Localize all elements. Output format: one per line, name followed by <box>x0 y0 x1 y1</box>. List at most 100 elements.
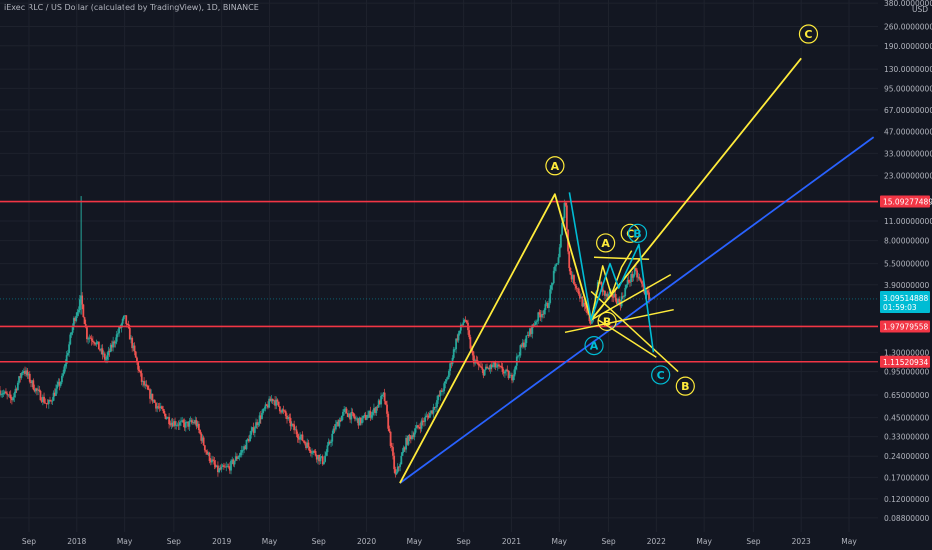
candle-body <box>355 418 357 420</box>
candle-body <box>579 294 581 299</box>
candle-body <box>492 364 494 368</box>
candle-body <box>339 420 342 422</box>
candle-body <box>158 407 161 409</box>
blue-wave-label-text: C <box>657 369 665 382</box>
candle-body <box>371 411 374 415</box>
candle-body <box>489 364 492 370</box>
candle-body <box>125 315 128 325</box>
candle-body <box>436 400 438 407</box>
candle-body <box>244 446 247 450</box>
candle-body <box>508 375 511 379</box>
candle-body <box>137 362 140 370</box>
candle-body <box>7 394 10 396</box>
candle-body <box>163 410 166 414</box>
candle-body <box>563 202 566 218</box>
candle-body <box>630 274 633 282</box>
candle-body <box>277 401 280 407</box>
candle-body <box>358 417 361 426</box>
candle-body <box>278 406 281 412</box>
candle-body <box>102 353 105 355</box>
candle-body <box>44 402 47 404</box>
candle-body <box>194 420 197 424</box>
candle-body <box>25 370 28 374</box>
candle-body <box>265 404 268 406</box>
candle-body <box>250 430 253 435</box>
candle-body <box>255 422 257 429</box>
candle-body <box>165 418 168 420</box>
candle-body <box>225 466 228 468</box>
candle-body <box>575 286 578 289</box>
candle-body <box>136 357 138 363</box>
candle-body <box>537 312 540 321</box>
candle-body <box>113 341 116 344</box>
candle-body <box>19 376 22 378</box>
candle-body <box>526 335 529 336</box>
candle-body <box>557 257 560 264</box>
candle-body <box>645 290 648 296</box>
candle-body <box>576 288 579 290</box>
candle-body <box>499 365 502 367</box>
candle-body <box>323 461 325 465</box>
candle-body <box>363 414 366 416</box>
candle-body <box>498 364 500 366</box>
candle-body <box>513 369 516 377</box>
candle-body <box>16 382 19 391</box>
candle-body <box>500 365 503 367</box>
candle-body <box>109 344 112 352</box>
candle-body <box>286 415 288 420</box>
candle-body <box>274 400 276 406</box>
candle-body <box>599 281 602 284</box>
candle-body <box>620 296 623 307</box>
candle-body <box>357 418 360 426</box>
candle-body <box>405 437 407 450</box>
candle-body <box>11 398 13 401</box>
current-price-text: 3.09514888 <box>883 294 929 303</box>
trend-line <box>399 136 875 484</box>
candle-body <box>330 441 332 443</box>
candle-body <box>134 351 137 358</box>
candle-body <box>383 392 386 402</box>
candle-body <box>258 415 261 424</box>
candle-body <box>206 451 209 455</box>
candle-body <box>626 279 629 286</box>
candle-body <box>208 452 211 462</box>
price-tick-label: 3.90000000 <box>884 281 930 290</box>
candle-body <box>524 343 527 348</box>
candle-body <box>95 342 98 345</box>
candle-body <box>453 349 456 350</box>
candle-body <box>580 296 583 299</box>
candle-body <box>411 435 413 440</box>
candle-body <box>187 421 190 427</box>
candle-body <box>536 320 538 322</box>
candle-body <box>632 274 635 278</box>
candle-body <box>480 366 482 368</box>
candle-body <box>365 418 368 420</box>
candle-body <box>97 341 100 350</box>
candle-body <box>55 388 57 396</box>
candle-body <box>464 319 467 321</box>
candle-body <box>475 360 478 362</box>
candle-body <box>41 396 44 402</box>
candle-body <box>37 389 40 391</box>
candle-body <box>531 324 534 334</box>
candle-body <box>539 314 542 318</box>
price-tick-label: 0.12000000 <box>884 495 930 504</box>
candle-body <box>243 446 246 450</box>
candle-body <box>393 455 396 470</box>
level-price-tag <box>880 195 930 208</box>
time-axis-bg <box>0 532 932 550</box>
yellow-wave-label-circle <box>545 156 565 176</box>
candle-body <box>534 321 537 325</box>
candle-body <box>387 413 390 429</box>
candle-body <box>450 363 453 365</box>
candle-body <box>267 405 269 408</box>
candle-body <box>77 310 80 313</box>
candle-body <box>281 409 284 413</box>
candle-body <box>443 383 446 392</box>
candle-body <box>420 420 423 429</box>
level-price-tag <box>880 320 930 333</box>
candle-body <box>81 295 84 305</box>
candle-body <box>174 421 176 426</box>
